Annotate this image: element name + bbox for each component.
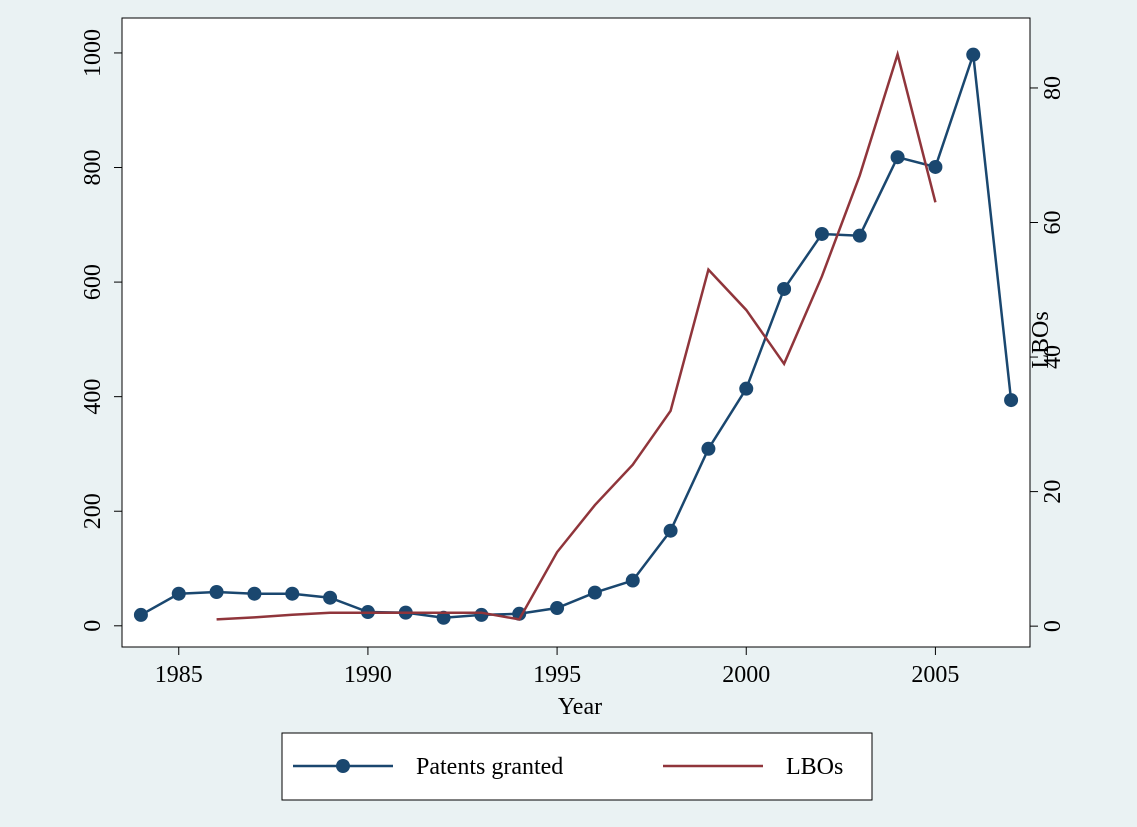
x-tick-label: 2005	[911, 662, 959, 688]
y-tick-label: 1000	[80, 29, 106, 77]
data-point	[587, 585, 602, 600]
legend-label: LBOs	[786, 754, 843, 780]
data-point	[777, 281, 792, 296]
data-point	[209, 585, 224, 600]
data-point	[133, 607, 148, 622]
legend-marker	[336, 759, 350, 773]
data-point	[512, 606, 527, 621]
legend-label: Patents granted	[416, 754, 563, 780]
y-tick-label: 600	[80, 264, 106, 300]
data-point	[474, 607, 489, 622]
y2-axis-title: LBOs	[1028, 311, 1054, 368]
y-tick-label: 800	[80, 150, 106, 186]
data-point	[928, 159, 943, 174]
data-point	[966, 47, 981, 62]
data-point	[890, 150, 905, 165]
data-point	[739, 381, 754, 396]
data-point	[1004, 393, 1019, 408]
y2-tick-label: 0	[1040, 620, 1066, 632]
y2-tick-label: 20	[1040, 480, 1066, 504]
data-point	[852, 228, 867, 243]
data-point	[663, 523, 678, 538]
data-point	[247, 586, 262, 601]
y-tick-label: 200	[80, 493, 106, 529]
data-point	[171, 586, 186, 601]
x-tick-label: 1985	[155, 662, 203, 688]
y2-tick-label: 60	[1040, 211, 1066, 235]
y-tick-label: 400	[80, 379, 106, 415]
x-tick-label: 1990	[344, 662, 392, 688]
x-axis-title: Year	[558, 694, 602, 720]
data-point	[550, 601, 565, 616]
plot-area	[121, 17, 1031, 648]
y-tick-label: 0	[80, 620, 106, 632]
data-point	[436, 610, 451, 625]
data-point	[323, 590, 338, 605]
y2-tick-label: 40	[1040, 345, 1066, 369]
x-tick-label: 1995	[533, 662, 581, 688]
data-point	[701, 441, 716, 456]
data-point	[814, 226, 829, 241]
x-tick-label: 2000	[722, 662, 770, 688]
y2-tick-label: 80	[1040, 76, 1066, 100]
data-point	[625, 573, 640, 588]
series-line	[216, 49, 937, 621]
data-point	[285, 586, 300, 601]
